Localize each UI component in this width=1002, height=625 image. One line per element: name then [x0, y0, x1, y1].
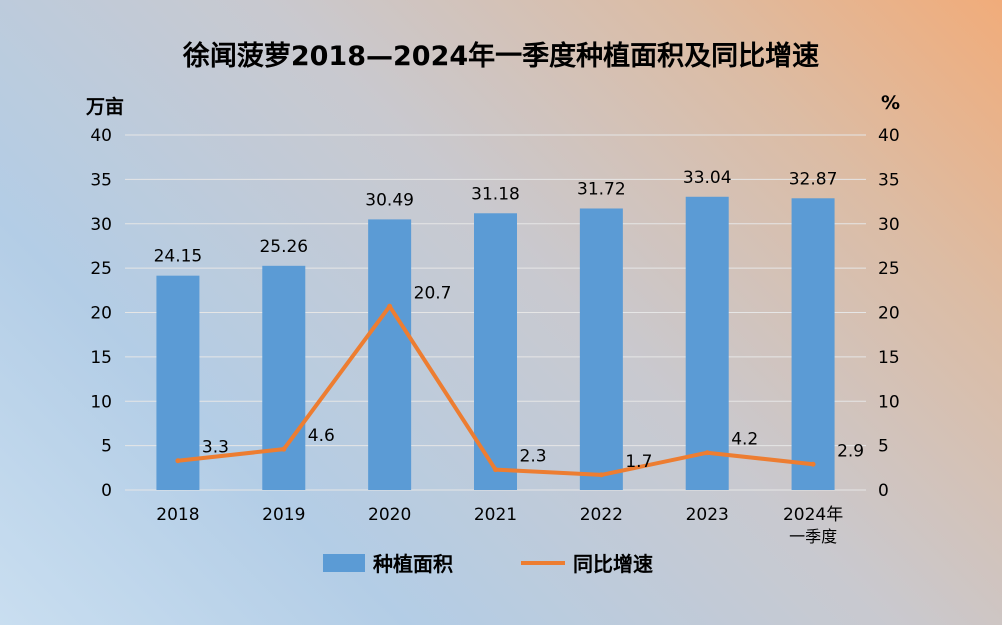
legend-line-label: 同比增速 [573, 552, 653, 576]
x-tick-label: 2023 [686, 505, 729, 525]
y-tick-right: 35 [878, 170, 900, 190]
bar-data-label: 32.87 [789, 169, 838, 189]
y-tick-right: 20 [878, 304, 900, 324]
y-tick-left: 15 [90, 348, 112, 368]
line-data-label: 4.2 [731, 430, 758, 450]
y-tick-right: 25 [878, 259, 900, 279]
y-tick-left: 5 [101, 437, 112, 457]
x-tick-label: 2021 [474, 505, 517, 525]
x-tick-label: 2020 [368, 505, 411, 525]
x-tick-label: 2022 [580, 505, 623, 525]
y-tick-left: 0 [101, 481, 112, 501]
line-data-label: 2.3 [520, 447, 547, 467]
legend-bar-swatch [323, 553, 365, 572]
y-tick-right: 40 [878, 126, 900, 146]
legend-item-line: 同比增速 [521, 548, 653, 577]
y-tick-left: 25 [90, 259, 112, 279]
y-tick-right: 30 [878, 215, 900, 235]
bar-data-label: 31.18 [471, 184, 520, 204]
line-data-label: 4.6 [308, 426, 335, 446]
y-tick-right: 0 [878, 481, 889, 501]
right-axis-unit: % [881, 92, 901, 114]
y-tick-left: 20 [90, 304, 112, 324]
y-tick-right: 15 [878, 348, 900, 368]
bar-data-label: 31.72 [577, 179, 626, 199]
line-point [704, 450, 710, 456]
bar [791, 198, 835, 490]
y-tick-left: 10 [90, 392, 112, 412]
bar-data-label: 25.26 [259, 237, 308, 257]
line-point [387, 303, 393, 309]
line-data-label: 20.7 [414, 283, 452, 303]
bar [685, 196, 729, 490]
bar [368, 219, 412, 490]
bar-data-label: 33.04 [683, 168, 732, 188]
left-axis-unit: 万亩 [86, 96, 125, 118]
legend-bar-label: 种植面积 [373, 552, 453, 576]
bar [262, 265, 306, 490]
legend-item-bar: 种植面积 [323, 548, 453, 577]
line-data-label: 3.3 [202, 438, 229, 458]
legend-line-swatch [521, 560, 565, 565]
y-tick-left: 40 [90, 126, 112, 146]
chart-title: 徐闻菠萝2018—2024年一季度种植面积及同比增速 [182, 41, 820, 72]
line-point [281, 446, 287, 452]
y-tick-left: 35 [90, 170, 112, 190]
line-data-label: 1.7 [625, 452, 652, 472]
x-tick-label: 2024年 [783, 505, 843, 525]
line-point [810, 461, 816, 467]
bar-data-label: 30.49 [365, 190, 414, 210]
bar-data-label: 24.15 [154, 247, 203, 267]
line-point [175, 458, 181, 464]
line-point [493, 467, 498, 473]
x-tick-label: 一季度 [789, 527, 837, 546]
y-tick-right: 5 [878, 437, 889, 457]
y-tick-left: 30 [90, 215, 112, 235]
x-tick-label: 2019 [262, 505, 305, 525]
line-point [598, 472, 604, 478]
line-data-label: 2.9 [837, 441, 864, 461]
x-tick-label: 2018 [156, 505, 199, 525]
bar [156, 275, 200, 490]
bar [579, 208, 623, 491]
y-tick-right: 10 [878, 392, 900, 412]
